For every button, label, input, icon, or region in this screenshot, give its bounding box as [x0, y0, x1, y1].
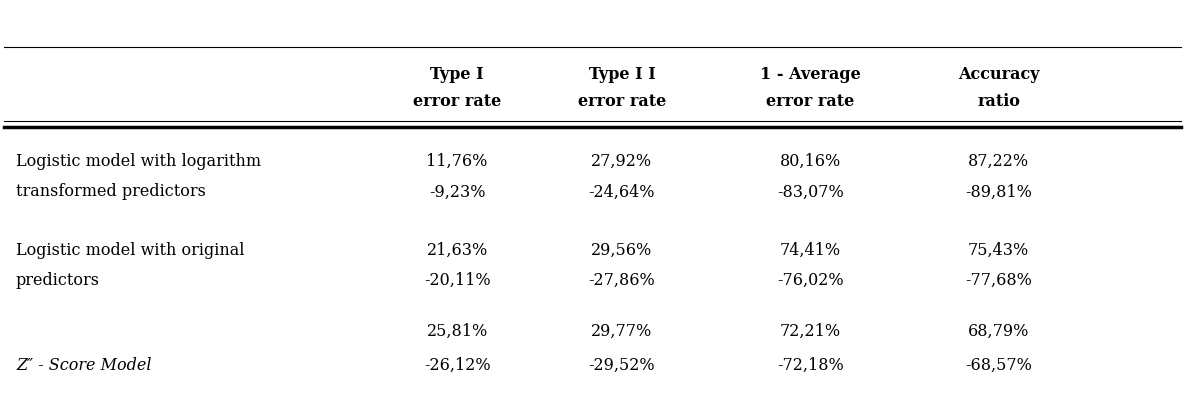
Text: 21,63%: 21,63%: [427, 242, 488, 259]
Text: transformed predictors: transformed predictors: [15, 183, 206, 200]
Text: -29,52%: -29,52%: [589, 357, 655, 374]
Text: 27,92%: 27,92%: [591, 153, 653, 170]
Text: -83,07%: -83,07%: [777, 183, 844, 200]
Text: Accuracy: Accuracy: [957, 66, 1039, 83]
Text: error rate: error rate: [578, 94, 666, 110]
Text: ratio: ratio: [976, 94, 1020, 110]
Text: 11,76%: 11,76%: [427, 153, 488, 170]
Text: 25,81%: 25,81%: [427, 323, 488, 339]
Text: error rate: error rate: [414, 94, 501, 110]
Text: 80,16%: 80,16%: [780, 153, 841, 170]
Text: -76,02%: -76,02%: [777, 272, 844, 289]
Text: predictors: predictors: [15, 272, 100, 289]
Text: 68,79%: 68,79%: [968, 323, 1029, 339]
Text: -72,18%: -72,18%: [777, 357, 844, 374]
Text: 74,41%: 74,41%: [780, 242, 840, 259]
Text: -24,64%: -24,64%: [589, 183, 655, 200]
Text: -9,23%: -9,23%: [429, 183, 486, 200]
Text: -89,81%: -89,81%: [965, 183, 1032, 200]
Text: 87,22%: 87,22%: [968, 153, 1029, 170]
Text: 75,43%: 75,43%: [968, 242, 1029, 259]
Text: Type I: Type I: [430, 66, 483, 83]
Text: 29,77%: 29,77%: [591, 323, 653, 339]
Text: -26,12%: -26,12%: [424, 357, 491, 374]
Text: -27,86%: -27,86%: [589, 272, 655, 289]
Text: 72,21%: 72,21%: [780, 323, 840, 339]
Text: Type I I: Type I I: [589, 66, 655, 83]
Text: error rate: error rate: [766, 94, 854, 110]
Text: Logistic model with logarithm: Logistic model with logarithm: [15, 153, 261, 170]
Text: -20,11%: -20,11%: [424, 272, 491, 289]
Text: -77,68%: -77,68%: [965, 272, 1032, 289]
Text: 29,56%: 29,56%: [591, 242, 653, 259]
Text: 1 - Average: 1 - Average: [760, 66, 860, 83]
Text: -68,57%: -68,57%: [965, 357, 1032, 374]
Text: Z″ - Score Model: Z″ - Score Model: [15, 357, 152, 374]
Text: Logistic model with original: Logistic model with original: [15, 242, 244, 259]
